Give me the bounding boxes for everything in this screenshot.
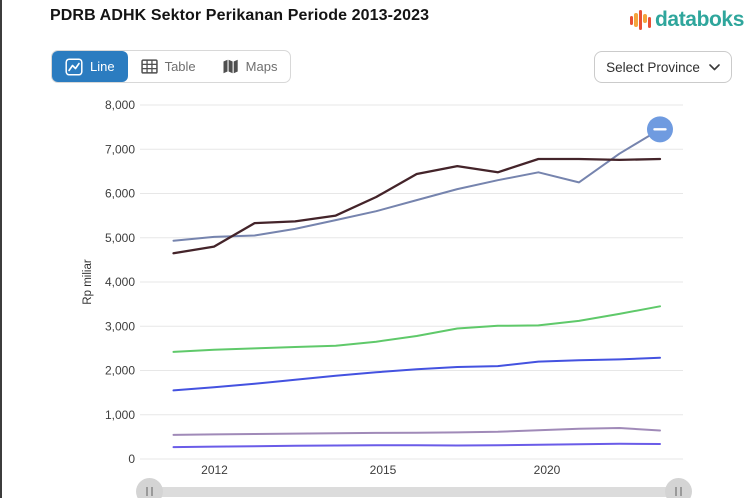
y-axis-tick-label: 2,000 — [105, 364, 135, 378]
y-axis-tick-label: 4,000 — [105, 275, 135, 289]
databoks-logo-text: databoks — [655, 8, 744, 31]
series-blue-line — [172, 356, 661, 392]
range-slider-handle-left[interactable] — [136, 478, 163, 498]
range-slider-handle-right[interactable] — [665, 478, 692, 498]
view-toggle-group: Line Table Maps — [51, 50, 292, 83]
x-axis-tick-label: 2015 — [370, 463, 397, 477]
page-title: PDRB ADHK Sektor Perikanan Periode 2013-… — [50, 7, 430, 24]
y-axis-tick-label: 0 — [128, 452, 135, 466]
line-view-button[interactable]: Line — [52, 51, 128, 82]
databoks-logo: databoks — [630, 7, 744, 32]
maps-view-label: Maps — [245, 59, 278, 74]
province-select[interactable]: Select Province — [594, 51, 732, 83]
table-view-label: Table — [164, 59, 196, 74]
y-axis-tick-label: 7,000 — [105, 142, 135, 156]
databoks-bars-icon — [630, 7, 652, 32]
range-slider-track[interactable] — [137, 487, 679, 497]
maps-view-button[interactable]: Maps — [209, 51, 291, 82]
series-slate-blue-line — [172, 128, 661, 242]
line-view-label: Line — [90, 59, 115, 74]
y-axis-tick-label: 3,000 — [105, 319, 135, 333]
y-axis-tick-label: 5,000 — [105, 231, 135, 245]
table-grid-icon — [140, 59, 158, 74]
y-axis-tick-label: 1,000 — [105, 408, 135, 422]
line-chart-icon — [65, 57, 83, 76]
x-axis-tick-label: 2020 — [534, 463, 561, 477]
table-view-button[interactable]: Table — [128, 51, 209, 82]
chart-grid: 0 1,000 2,000 3,000 4,000 5,000 6,000 7,000 8,00… — [105, 98, 683, 466]
y-axis-tick-label: 6,000 — [105, 187, 135, 201]
y-axis-title: Rp miliar — [82, 259, 94, 305]
series-blue-violet-line — [172, 442, 661, 449]
x-axis-tick-label: 2012 — [201, 463, 228, 477]
y-axis-tick-label: 8,000 — [105, 98, 135, 112]
series-green-line — [172, 305, 661, 353]
series-muted-purple-line — [172, 427, 661, 436]
province-select-label: Select Province — [606, 59, 700, 75]
chevron-down-icon — [709, 63, 720, 70]
series-dark-maroon-line — [172, 157, 662, 255]
folded-map-icon — [223, 59, 238, 74]
